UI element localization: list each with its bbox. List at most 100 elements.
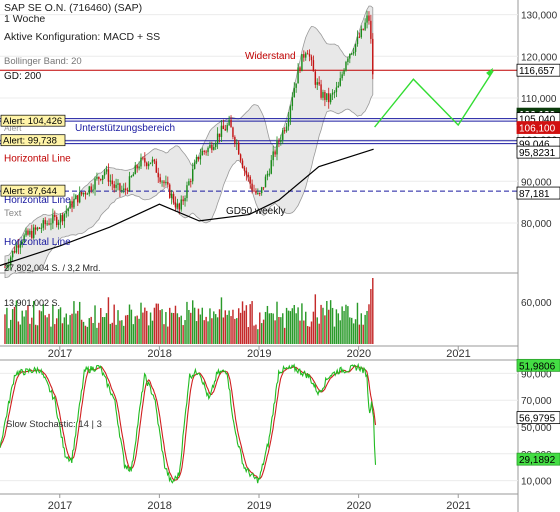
candle-body [335, 87, 338, 93]
volume-bar [90, 316, 92, 344]
candle-body [297, 67, 299, 84]
volume-bar [61, 323, 64, 344]
osc-right-label-box [516, 358, 560, 372]
candle-body [364, 22, 366, 30]
candle-body [75, 195, 77, 200]
volume-bar [312, 311, 315, 344]
price-right-label: 116,657 [519, 66, 555, 77]
volume-bar [86, 326, 89, 344]
x-tick-label-bottom: 2021 [446, 500, 470, 512]
price-tick-label: 130,000 [521, 11, 558, 22]
candle-body [253, 190, 255, 192]
candle-body [324, 92, 326, 100]
volume-bar [260, 323, 263, 344]
candle-body [96, 176, 98, 179]
candle-body [264, 176, 267, 188]
candle-body [111, 180, 113, 185]
osc-right-label-box [516, 452, 560, 466]
volume-bar [46, 317, 48, 344]
volume-bar [8, 328, 10, 344]
gd50-line [0, 148, 374, 267]
volume-bar [303, 320, 305, 344]
oscillator-lines [0, 362, 377, 484]
volume-bar [289, 311, 292, 344]
volume-bar [283, 327, 286, 344]
candle-body [347, 58, 349, 62]
volume-bar [75, 313, 77, 344]
volume-bar [193, 307, 196, 344]
volume-bar [305, 311, 307, 344]
candle-body [142, 157, 144, 159]
volume-bar [153, 307, 156, 344]
candle-body [113, 184, 115, 188]
volume-bar [176, 313, 179, 344]
price-labels: Widerstand Unterstützungsbereich Horizonta… [0, 51, 560, 248]
volume-bar [333, 326, 336, 344]
candle-body [245, 170, 248, 175]
candle-body [305, 53, 307, 58]
candle-body [67, 208, 69, 212]
candlesticks [4, 10, 374, 271]
candle-body [103, 171, 106, 176]
volume-bar [57, 309, 60, 344]
volume-bar [17, 321, 20, 344]
volume-bar [239, 312, 242, 344]
candle-body [228, 119, 230, 126]
candle-body [352, 51, 355, 54]
candle-body [19, 243, 22, 248]
price-tick-label: 90,000 [521, 177, 552, 188]
volume-bar [23, 316, 25, 344]
candle-body [203, 150, 205, 152]
price-right-label: 106,100 [519, 124, 556, 135]
volume-bar [213, 311, 215, 344]
volume-bar [253, 325, 255, 344]
candle-body [366, 15, 368, 23]
volume-bar [259, 312, 261, 344]
candle-body [32, 227, 35, 238]
volume-bar [82, 321, 85, 344]
candle-body [234, 137, 236, 144]
volume-bar [243, 310, 246, 344]
candle-body [170, 193, 173, 198]
candle-body [161, 181, 163, 183]
candle-body [182, 199, 184, 202]
candle-body [119, 183, 121, 191]
volume-bar [349, 317, 351, 344]
candle-body [44, 220, 46, 225]
volume-bar [241, 301, 244, 344]
candle-body [251, 183, 253, 191]
volume-bar [282, 313, 284, 344]
volume-bar [101, 317, 104, 344]
volume-bar [36, 325, 39, 344]
volume-bar [268, 313, 271, 344]
label-horizontal-line-blue-1: Horizontal Line [4, 195, 71, 206]
candle-body [358, 36, 361, 38]
candle-body [165, 181, 167, 184]
candle-body [293, 87, 295, 98]
x-tick-label-bottom: 2018 [147, 500, 171, 512]
label-horizontal-line-blue-2: Horizontal Line [4, 237, 71, 248]
candle-body [372, 38, 374, 75]
candle-body [216, 133, 219, 144]
candle-body [15, 245, 18, 253]
volume-bar [339, 320, 341, 344]
volume-bar [287, 310, 290, 344]
candle-body [86, 193, 89, 195]
candle-body [42, 220, 45, 228]
volume-bar [295, 313, 297, 344]
candle-body [360, 28, 363, 38]
volume-bar [245, 305, 248, 344]
candle-body [314, 71, 317, 85]
volume-bar [98, 322, 100, 344]
volume-bar [146, 310, 148, 344]
volume-bar [345, 304, 347, 344]
volume-bar [214, 314, 217, 344]
osc-tick-label: 50,000 [521, 423, 552, 434]
volume-bar [88, 318, 90, 344]
candle-body [88, 186, 90, 194]
price-right-label: 95,8231 [519, 148, 556, 159]
candle-body [343, 70, 345, 75]
candle-body [274, 151, 276, 155]
price-overlays [0, 67, 494, 267]
volume-bar [310, 321, 313, 344]
